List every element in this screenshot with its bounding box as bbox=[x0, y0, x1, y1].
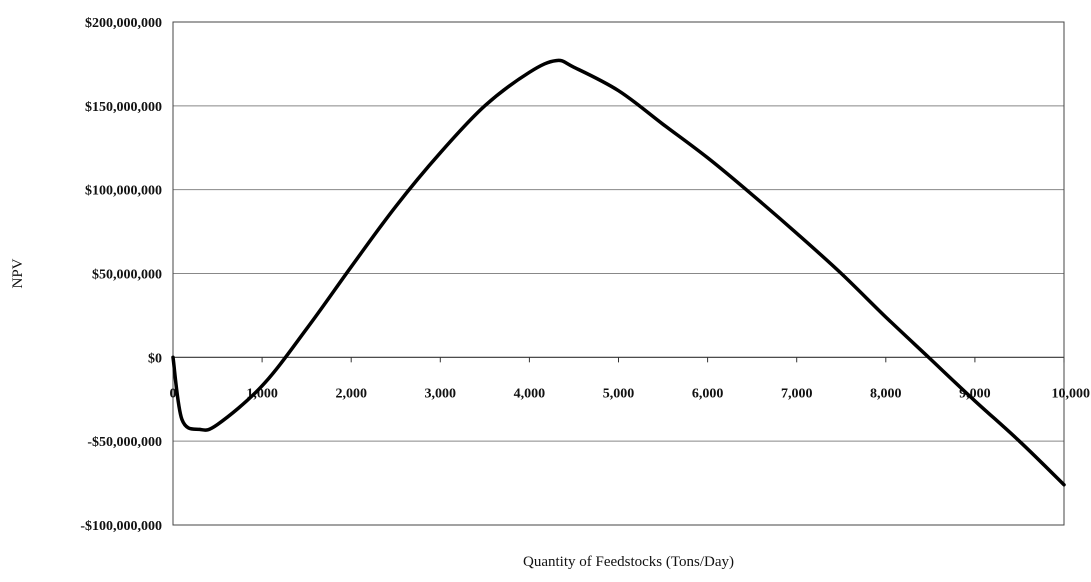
x-axis-title: Quantity of Feedstocks (Tons/Day) bbox=[523, 554, 734, 570]
x-tick-label: 8,000 bbox=[870, 386, 902, 401]
x-tick-label: 6,000 bbox=[692, 386, 724, 401]
x-tick-label: 4,000 bbox=[514, 386, 546, 401]
y-axis-title: NPV bbox=[10, 258, 26, 288]
x-tick-label: 1,000 bbox=[246, 386, 278, 401]
x-tick-label: 5,000 bbox=[603, 386, 635, 401]
y-tick-label: -$100,000,000 bbox=[80, 519, 162, 534]
x-axis-ticks: 0 1,000 2,000 3,000 4,000 5,000 6,000 7,000 8,00… bbox=[170, 357, 1091, 401]
y-tick-label: -$50,000,000 bbox=[87, 435, 162, 450]
plot-area-frame bbox=[172, 21, 1065, 526]
npv-series-line bbox=[171, 58, 1066, 487]
x-tick-label: 7,000 bbox=[781, 386, 813, 401]
y-tick-label: $50,000,000 bbox=[92, 268, 162, 283]
series-layer bbox=[171, 58, 1066, 487]
y-tick-label: $150,000,000 bbox=[85, 100, 162, 115]
grid-layer bbox=[173, 21, 1064, 526]
y-axis-ticks: $200,000,000 $150,000,000 $100,000,000 $50,… bbox=[80, 16, 162, 534]
x-tick-label: 2,000 bbox=[335, 386, 367, 401]
x-tick-label: 3,000 bbox=[425, 386, 457, 401]
x-tick-label: 0 bbox=[170, 386, 177, 401]
y-tick-label: $0 bbox=[148, 351, 162, 366]
y-tick-label: $100,000,000 bbox=[85, 184, 162, 199]
x-tick-label: 10,000 bbox=[1052, 386, 1091, 401]
y-tick-label: $200,000,000 bbox=[85, 16, 162, 31]
x-tick-label: 9,000 bbox=[959, 386, 991, 401]
